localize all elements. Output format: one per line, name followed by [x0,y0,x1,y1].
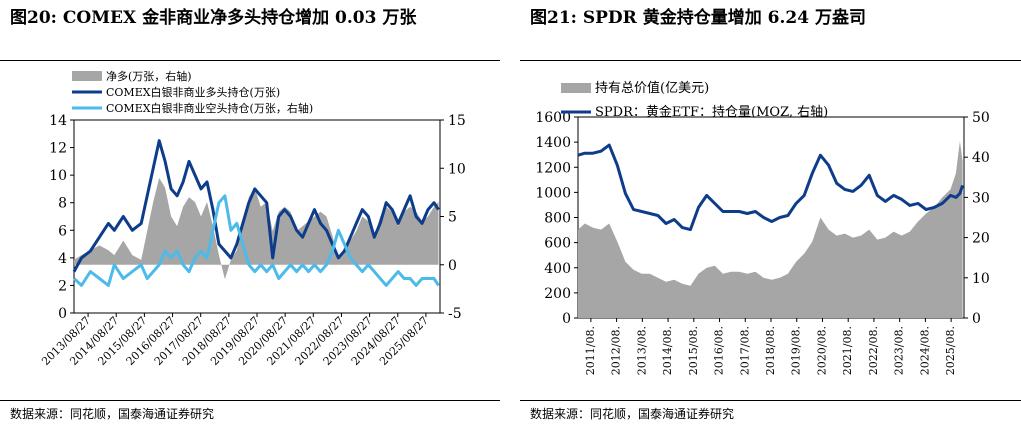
y-right-tick-label: -5 [448,306,462,322]
legend-label: COMEX白银非商业多头持仓(万张) [106,85,280,99]
series-area-0 [578,141,963,318]
legend-label: 净多(万张，右轴) [106,69,192,83]
x-tick-label: 2012/08. [610,326,623,375]
chart-figure-21: 0 200 400 600 800 1000 1200 1400 1600 0 10 20 30 40 50… [535,80,990,375]
x-tick-label: 2016/08. [713,326,726,375]
legend-swatch-area [72,71,102,81]
legend-label: SPDR：黄金ETF：持仓量(MOZ, 右轴) [595,104,828,120]
y-left-tick-label: 0 [58,306,67,322]
x-tick-label: 2025/08. [944,326,957,375]
y-right-tick-label: 30 [972,190,990,206]
x-tick-label: 2013/08. [635,326,648,375]
y-left-tick-label: 1200 [535,160,571,176]
x-tick-label: 2024/08. [918,326,931,375]
title-divider [0,60,500,61]
y-left-tick-label: 200 [544,286,571,302]
x-tick-label: 2021/08. [841,326,854,375]
y-right-tick-label: 40 [972,150,990,166]
y-left-tick-label: 4 [58,251,67,267]
chart-panel-figure-20: 图20: COMEX 金非商业净多头持仓增加 0.03 万张 0 2 4 6 8 10 12… [0,0,500,431]
legend-label: COMEX白银非商业空头持仓(万张，右轴) [106,101,313,115]
x-tick-label: 2023/08. [893,326,906,375]
y-left-tick-label: 600 [544,236,571,252]
y-right-tick-label: 10 [972,271,990,287]
x-tick-label: 2020/08. [815,326,828,375]
y-right-tick-label: 0 [448,258,457,274]
legend-label: 持有总价值(亿美元) [595,80,709,96]
legend-swatch-area [561,83,591,93]
x-tick-label: 2014/08. [661,326,674,375]
y-left-tick-label: 800 [544,211,571,227]
y-left-tick-label: 10 [49,168,67,184]
chart-title: 图21: SPDR 黄金持仓量增加 6.24 万盎司 [530,8,866,28]
source-note: 数据来源：同花顺，国泰海通证券研究 [10,407,215,421]
source-note: 数据来源：同花顺，国泰海通证券研究 [530,407,735,421]
y-right-tick-label: 10 [448,161,466,177]
x-tick-label: 2015/08. [687,326,700,375]
y-left-tick-label: 1600 [535,110,571,126]
series-line-1 [577,143,965,232]
y-left-tick-label: 14 [49,113,67,129]
y-left-tick-label: 12 [49,141,67,157]
series-line-2 [72,194,440,287]
x-tick-label: 2022/08. [867,326,880,375]
y-left-tick-label: 6 [58,223,67,239]
y-right-tick-label: 5 [448,210,457,226]
x-tick-label: 2011/08. [584,326,597,375]
chart-panel-figure-21: 图21: SPDR 黄金持仓量增加 6.24 万盎司 0 200 400 600 800… [520,0,1021,431]
y-left-tick-label: 8 [58,196,67,212]
series-area-0 [74,177,439,280]
chart-figure-20: 02468101214-50510152013/08/272014/08/272… [39,69,466,368]
y-left-tick-label: 2 [58,278,67,294]
title-divider [520,60,1021,61]
y-right-tick-label: 0 [972,311,981,327]
y-left-tick-label: 1400 [535,135,571,151]
series-line-1 [72,139,440,273]
source-divider [520,400,1021,401]
y-left-tick-label: 400 [544,261,571,277]
source-divider [0,400,500,401]
x-tick-label: 2019/08. [790,326,803,375]
x-tick-label: 2017/08. [738,326,751,375]
y-left-tick-label: 0 [562,311,571,327]
y-right-tick-label: 50 [972,110,990,126]
chart-title: 图20: COMEX 金非商业净多头持仓增加 0.03 万张 [10,8,417,28]
x-tick-label: 2018/08. [764,326,777,375]
y-right-tick-label: 20 [972,231,990,247]
y-left-tick-label: 1000 [535,185,571,201]
y-right-tick-label: 15 [448,113,466,129]
